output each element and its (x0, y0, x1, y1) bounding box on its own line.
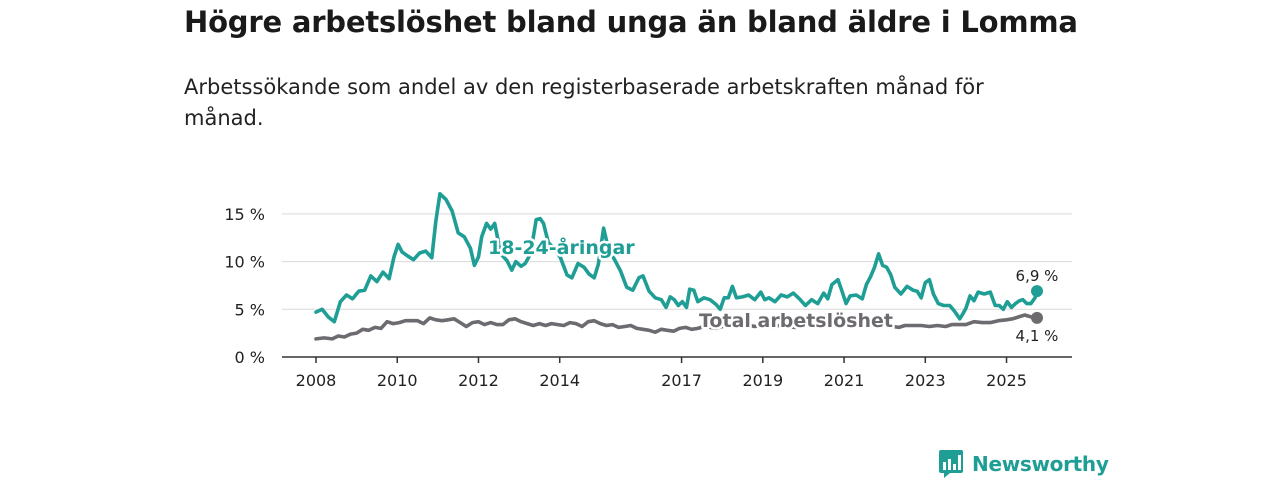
y-tick-label: 0 % (235, 348, 265, 367)
y-tick-label: 15 % (224, 205, 265, 224)
x-tick-label: 2010 (377, 371, 418, 390)
x-tick-label: 2014 (539, 371, 580, 390)
end-marker-total (1031, 311, 1043, 324)
y-tick-label: 10 % (224, 253, 265, 272)
brand-name: Newsworthy (972, 452, 1109, 476)
chart-subtitle: Arbetssökande som andel av den registerb… (184, 75, 984, 130)
x-tick-label: 2008 (296, 371, 337, 390)
end-label-youth: 6,9 % (1016, 267, 1059, 285)
x-tick-label: 2021 (824, 371, 865, 390)
series-line-youth (314, 192, 1039, 324)
end-marker-youth (1031, 285, 1043, 298)
x-tick-label: 2023 (905, 371, 946, 390)
newsworthy-chart-icon (939, 450, 963, 478)
x-tick-label: 2017 (661, 371, 702, 390)
y-tick-label: 5 % (235, 300, 265, 319)
x-tick-label: 2019 (742, 371, 783, 390)
series-label-youth: 18-24-åringar (488, 235, 635, 259)
series-line-total (314, 313, 1039, 341)
x-tick-label: 2025 (986, 371, 1027, 390)
x-tick-label: 2012 (458, 371, 499, 390)
brand-logo: Newsworthy (938, 449, 1109, 479)
chart-title: Högre arbetslöshet bland unga än bland ä… (184, 5, 1078, 39)
series-label-total: Total arbetslöshet (699, 310, 893, 332)
end-label-total: 4,1 % (1016, 327, 1059, 345)
